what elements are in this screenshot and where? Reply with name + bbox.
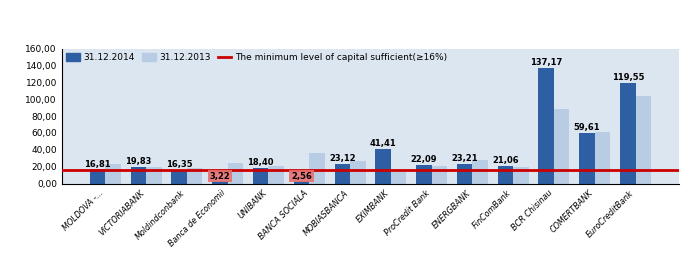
Text: 2,56: 2,56	[291, 172, 312, 181]
Bar	[106, 164, 121, 184]
Text: 41,41: 41,41	[370, 139, 397, 148]
Bar	[187, 168, 202, 184]
Text: 137,17: 137,17	[530, 58, 563, 67]
Bar	[513, 167, 529, 184]
Bar	[473, 160, 488, 184]
Bar	[146, 167, 162, 184]
Text: 3,22: 3,22	[209, 172, 230, 181]
Bar	[457, 164, 473, 184]
Text: 21,06: 21,06	[492, 156, 519, 165]
Bar	[212, 181, 228, 184]
Bar	[595, 132, 611, 184]
Bar	[90, 169, 106, 184]
Text: 16,35: 16,35	[166, 160, 193, 169]
Bar	[253, 168, 268, 184]
Bar	[431, 166, 447, 184]
Bar	[554, 109, 569, 184]
Bar	[335, 164, 350, 184]
Bar	[498, 166, 513, 184]
Bar	[294, 181, 309, 184]
Text: 16,81: 16,81	[84, 160, 111, 168]
Text: 22,09: 22,09	[411, 155, 437, 164]
Text: 18,40: 18,40	[248, 158, 274, 167]
Bar	[416, 165, 431, 184]
Text: 19,83: 19,83	[125, 157, 152, 166]
Legend: 31.12.2014, 31.12.2013, The minimum level of capital sufficient(≥16%): 31.12.2014, 31.12.2013, The minimum leve…	[67, 53, 447, 62]
Bar	[268, 166, 284, 184]
Bar	[635, 96, 651, 184]
Bar	[172, 170, 187, 184]
Bar	[391, 172, 406, 184]
Text: 119,55: 119,55	[612, 73, 644, 82]
Bar	[620, 83, 635, 184]
Text: 23,12: 23,12	[329, 154, 355, 163]
Bar	[309, 153, 324, 184]
Bar	[130, 167, 146, 184]
Text: 59,61: 59,61	[573, 123, 600, 133]
Bar	[375, 149, 391, 184]
Bar	[539, 68, 554, 184]
Bar	[350, 161, 366, 184]
Text: 23,21: 23,21	[451, 154, 478, 163]
Bar	[228, 163, 243, 184]
Bar	[579, 133, 595, 184]
